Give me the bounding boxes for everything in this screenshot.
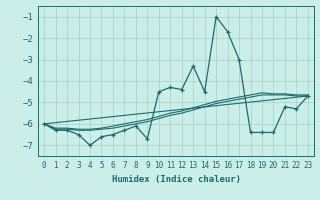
X-axis label: Humidex (Indice chaleur): Humidex (Indice chaleur) — [111, 175, 241, 184]
